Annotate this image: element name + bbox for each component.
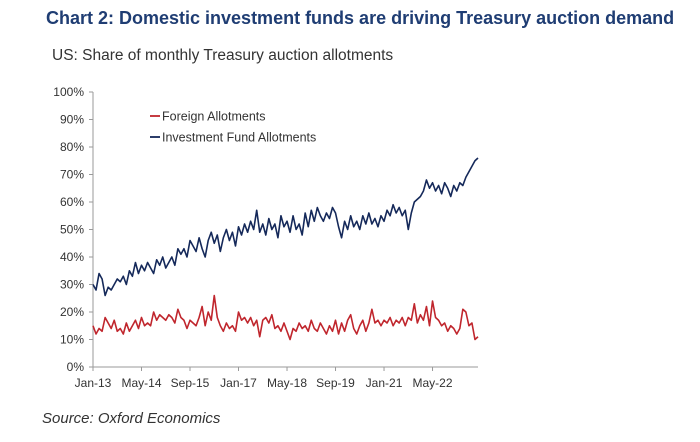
legend: Foreign Allotments Investment Fund Allotm… <box>150 110 316 145</box>
y-tick-label: 20% <box>60 305 84 319</box>
legend-label: Investment Fund Allotments <box>162 131 316 145</box>
x-tick-label: May-18 <box>267 376 307 390</box>
chart-title: Chart 2: Domestic investment funds are d… <box>46 8 675 28</box>
y-tick-label: 10% <box>60 333 84 347</box>
line-chart: 0% 10% 20% 30% 40% 50% 60% 70% 80% 90% 100% Jan-13… <box>53 85 479 390</box>
foreign-allotments-line <box>92 294 479 341</box>
chart-subtitle: US: Share of monthly Treasury auction al… <box>52 47 394 64</box>
x-tick-label: May-14 <box>121 376 161 390</box>
investment-fund-allotments-line <box>92 157 479 297</box>
legend-label: Foreign Allotments <box>162 110 266 124</box>
y-tick-label: 0% <box>67 360 85 374</box>
x-tick-label: Jan-21 <box>366 376 403 390</box>
x-tick-label: May-22 <box>413 376 453 390</box>
y-tick-label: 70% <box>60 168 84 182</box>
y-tick-label: 60% <box>60 195 84 209</box>
x-tick-label: Jan-13 <box>75 376 112 390</box>
series-layer <box>92 157 479 341</box>
y-tick-label: 40% <box>60 250 84 264</box>
y-tick-label: 100% <box>53 85 84 99</box>
y-axis-ticks: 0% 10% 20% 30% 40% 50% 60% 70% 80% 90% 100% <box>53 85 93 374</box>
x-tick-label: Sep-19 <box>316 376 355 390</box>
y-tick-label: 50% <box>60 223 84 237</box>
y-tick-label: 80% <box>60 140 84 154</box>
y-tick-label: 30% <box>60 278 84 292</box>
x-axis-ticks: Jan-13 May-14 Sep-15 Jan-17 May-18 Sep-19 Jan-… <box>75 367 453 390</box>
x-tick-label: Jan-17 <box>220 376 257 390</box>
x-tick-label: Sep-15 <box>171 376 210 390</box>
y-tick-label: 90% <box>60 113 84 127</box>
source-note: Source: Oxford Economics <box>42 410 221 427</box>
